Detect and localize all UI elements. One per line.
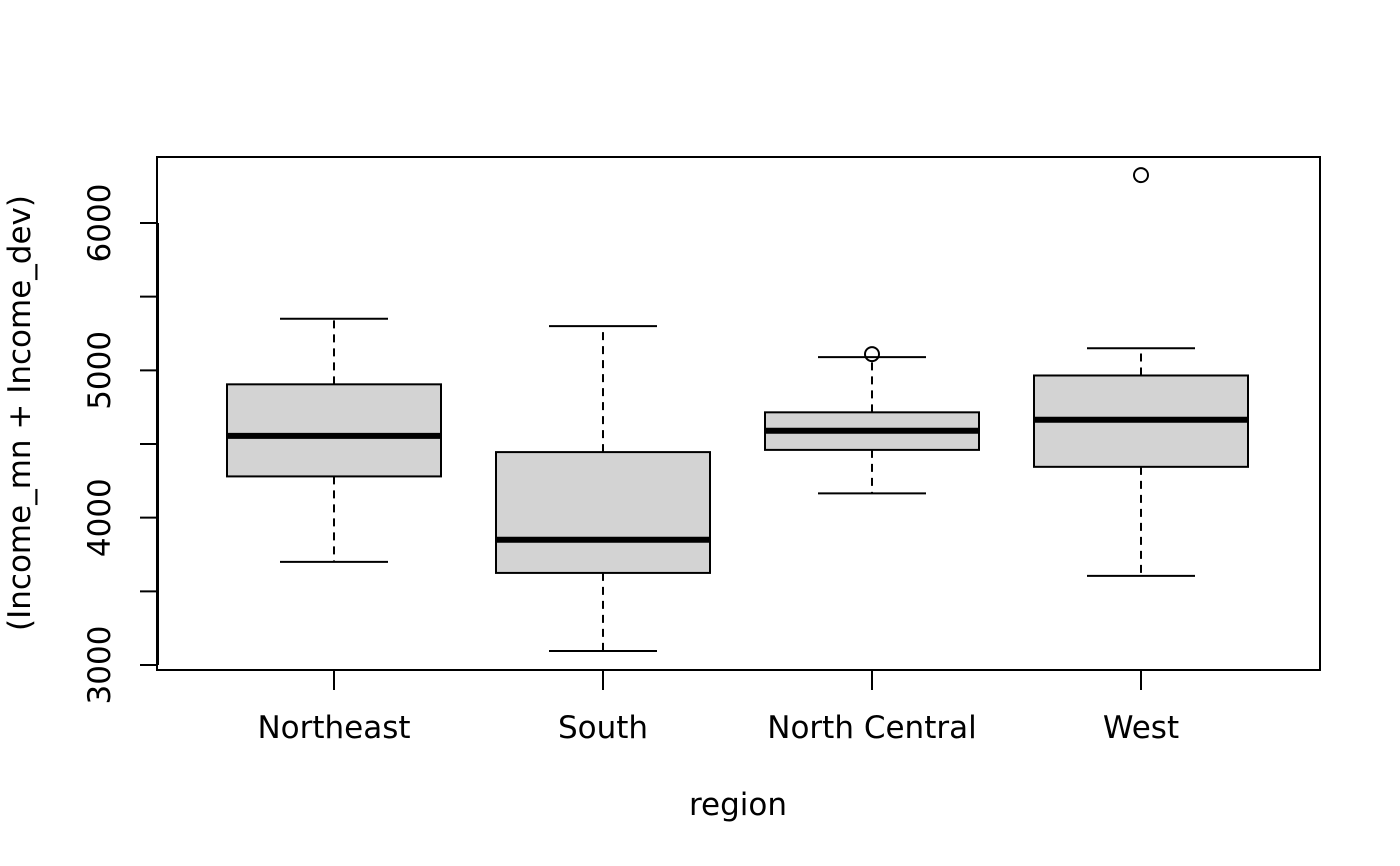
boxes-group: [226, 167, 1249, 653]
box-northeast: [226, 317, 442, 563]
outlier-west-0: [1133, 167, 1149, 184]
x-axis-title: region: [689, 787, 787, 823]
box-south: [495, 325, 711, 653]
box-north-central: [764, 346, 980, 495]
outlier-north-central-0: [864, 346, 880, 363]
y-tick-label-4000: 4000: [82, 478, 118, 557]
x-axis: Northeast South North Central West: [257, 670, 1179, 746]
x-tick-label-northeast: Northeast: [257, 710, 410, 746]
y-tick-label-3000: 3000: [82, 626, 118, 705]
x-tick-label-south: South: [558, 710, 648, 746]
y-tick-label-5000: 5000: [82, 331, 118, 410]
box-west: [1033, 167, 1249, 577]
y-axis: 3000 4000 5000 6000: [82, 184, 159, 705]
iqr-box-northeast: [226, 383, 442, 478]
y-tick-label-6000: 6000: [82, 184, 118, 263]
x-tick-label-north-central: North Central: [767, 710, 976, 746]
iqr-box-south: [495, 451, 711, 574]
x-tick-label-west: West: [1103, 710, 1179, 746]
y-axis-title: (Income_mn + Income_dev): [2, 195, 38, 631]
